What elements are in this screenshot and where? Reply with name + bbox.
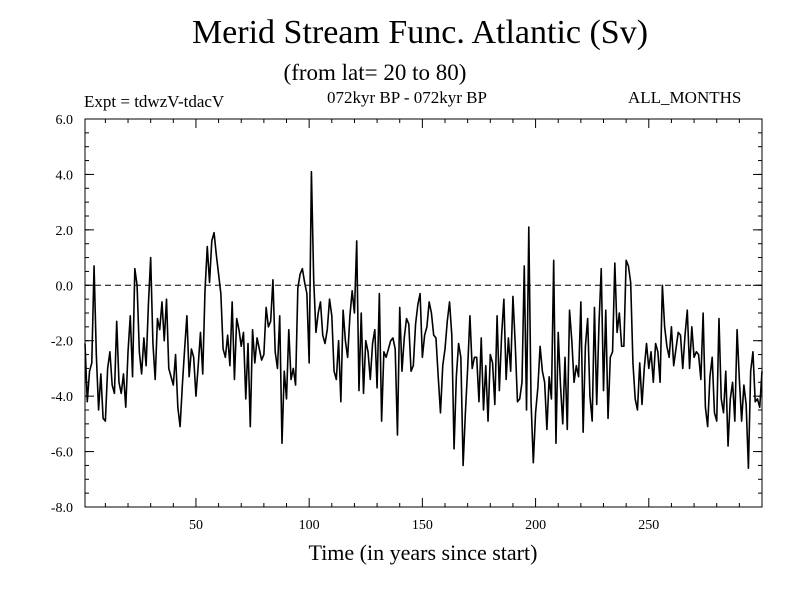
y-tick-label: 0.0	[56, 279, 74, 294]
y-tick-label: 4.0	[56, 168, 74, 183]
y-tick-label: -4.0	[51, 390, 73, 405]
x-tick-label: 100	[299, 518, 320, 533]
months-label: ALL_MONTHS	[628, 88, 742, 107]
plot-frame	[84, 118, 763, 508]
x-axis-label: Time (in years since start)	[308, 540, 538, 565]
experiment-label: Expt = tdwzV-tdacV	[84, 92, 225, 111]
y-tick-label: 6.0	[56, 113, 74, 128]
chart-subtitle: (from lat= 20 to 80)	[283, 60, 467, 85]
tick-labels: 6.0 4.0 2.0 0.0 -2.0 -4.0 -6.0 -8.0 50 100 150 200 2…	[51, 113, 659, 533]
chart-title: Merid Stream Func. Atlantic (Sv)	[191, 14, 649, 51]
x-tick-label: 150	[412, 518, 433, 533]
period-label: 072kyr BP - 072kyr BP	[327, 88, 487, 107]
series-line	[84, 170, 763, 469]
x-tick-label: 250	[638, 518, 659, 533]
x-tick-label: 200	[525, 518, 546, 533]
axis-ticks	[85, 118, 762, 508]
y-tick-label: -8.0	[51, 501, 73, 516]
x-tick-label: 50	[189, 518, 203, 533]
y-tick-label: -2.0	[51, 335, 73, 350]
y-tick-label: -6.0	[51, 446, 73, 461]
y-tick-label: 2.0	[56, 224, 74, 239]
